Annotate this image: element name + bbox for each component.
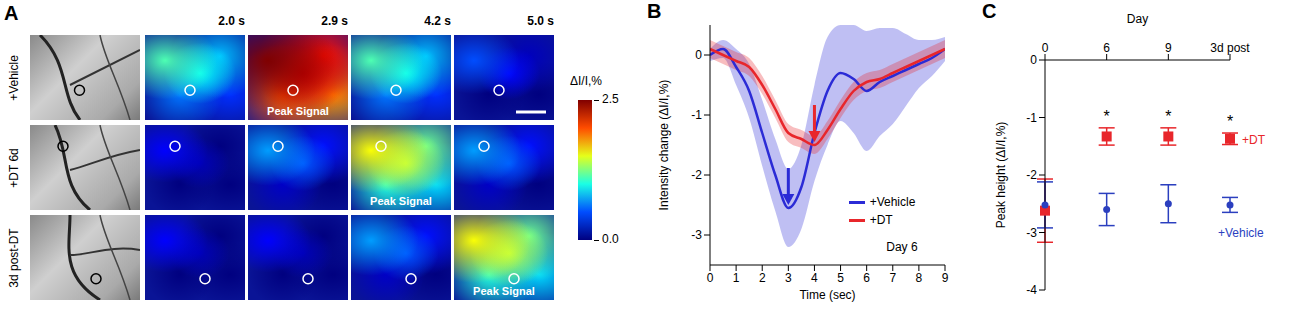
svg-text:-1: -1 — [1026, 111, 1037, 125]
html-text:5.0 s: 5.0 s — [527, 14, 554, 28]
svg-text:5: 5 — [837, 271, 844, 285]
svg-text:-2: -2 — [691, 168, 702, 182]
svg-text:1: 1 — [733, 271, 740, 285]
html-text:2.0 s: 2.0 s — [218, 14, 245, 28]
svg-text:-1: -1 — [691, 108, 702, 122]
svg-text:0: 0 — [707, 271, 714, 285]
html-text:4.2 s: 4.2 s — [424, 14, 451, 28]
html-text:A: A — [4, 2, 19, 24]
svg-text:-3: -3 — [1026, 226, 1037, 240]
svg-text:7: 7 — [889, 271, 896, 285]
svg-text:9: 9 — [1165, 41, 1172, 55]
svg-text:0: 0 — [1042, 41, 1049, 55]
html-text:ΔI/I,%: ΔI/I,% — [570, 74, 602, 88]
svg-text:9: 9 — [942, 271, 949, 285]
svg-text:-3: -3 — [691, 228, 702, 242]
svg-text:0: 0 — [695, 48, 702, 62]
svg-text:4: 4 — [811, 271, 818, 285]
html-text:+DT 6d: +DT 6d — [7, 147, 21, 188]
html-text:B: B — [647, 0, 662, 22]
svg-text:0: 0 — [1030, 53, 1037, 67]
svg-text:*: * — [1227, 113, 1233, 130]
html-text:Day: Day — [1126, 12, 1149, 26]
svg-text:-4: -4 — [1026, 283, 1037, 297]
html-text:0.0: 0.0 — [602, 232, 619, 246]
svg-text:+DT: +DT — [1242, 133, 1266, 147]
html-text:2.5: 2.5 — [602, 92, 619, 106]
html-text:Time (sec): Time (sec) — [799, 288, 856, 302]
html-text:Peak height (ΔI/I,%): Peak height (ΔI/I,%) — [994, 121, 1008, 229]
svg-text:6: 6 — [1103, 41, 1110, 55]
svg-text:3: 3 — [785, 271, 792, 285]
svg-text:2: 2 — [759, 271, 766, 285]
html-text:3d post-DT: 3d post-DT — [7, 227, 21, 288]
html-text:+Vehicle: +Vehicle — [7, 54, 21, 101]
html-text:2.9 s: 2.9 s — [321, 14, 348, 28]
html-text:Peak Signal: Peak Signal — [370, 195, 432, 207]
html-text:C: C — [982, 0, 997, 22]
html-text:Peak Signal: Peak Signal — [267, 105, 329, 117]
html-text:Day 6: Day 6 — [886, 240, 918, 255]
svg-text:8: 8 — [916, 271, 923, 285]
html-text:Peak Signal: Peak Signal — [473, 285, 535, 297]
svg-text:3d post: 3d post — [1210, 41, 1250, 55]
html-text:+DT: +DT — [869, 213, 893, 227]
html-text:+Vehicle: +Vehicle — [869, 195, 916, 209]
svg-text:-2: -2 — [1026, 168, 1037, 182]
svg-text:*: * — [1165, 108, 1171, 125]
html-text:Intensity change (ΔI/I,%): Intensity change (ΔI/I,%) — [657, 79, 671, 211]
svg-text:6: 6 — [863, 271, 870, 285]
svg-text:+Vehicle: +Vehicle — [1218, 226, 1264, 240]
svg-text:*: * — [1104, 108, 1110, 125]
